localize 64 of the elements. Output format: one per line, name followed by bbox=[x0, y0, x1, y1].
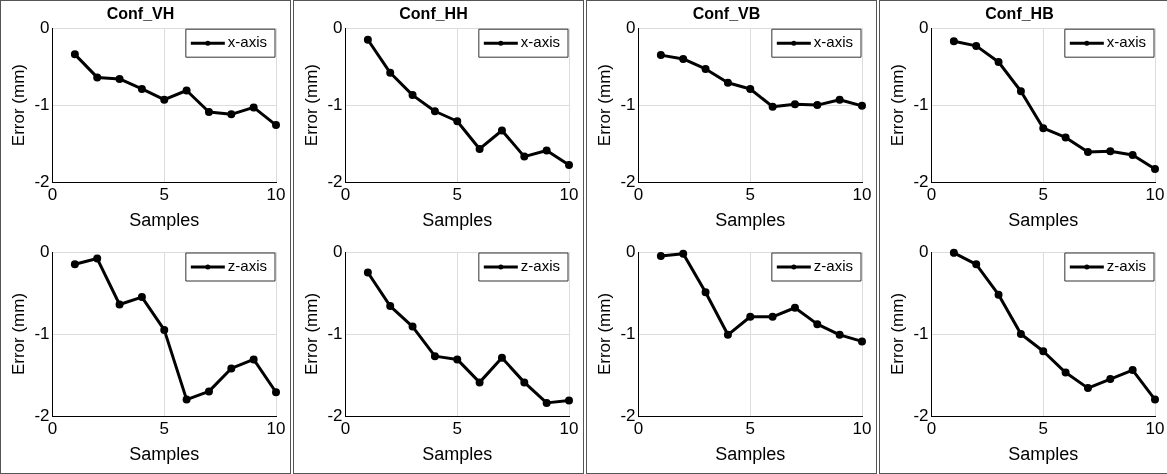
x-tick-label: 10 bbox=[852, 184, 872, 204]
y-axis-title: Error (mm) bbox=[594, 64, 614, 147]
x-tick-label: 10 bbox=[559, 184, 579, 204]
y-tick-label: -2 bbox=[620, 405, 636, 425]
y-tick-label: -2 bbox=[327, 171, 343, 191]
y-tick-label: -2 bbox=[34, 171, 50, 191]
chart-title: Conf_HB bbox=[985, 5, 1054, 23]
y-tick-label: 0 bbox=[919, 241, 929, 261]
x-tick-label: 10 bbox=[266, 418, 286, 438]
x-axis-title: Samples bbox=[715, 444, 786, 465]
y-tick-label: -2 bbox=[620, 171, 636, 191]
x-tick-label: 5 bbox=[1038, 418, 1048, 438]
x-tick-label: 5 bbox=[745, 418, 755, 438]
x-tick-label: 5 bbox=[452, 184, 462, 204]
y-axis-title: Error (mm) bbox=[887, 292, 907, 376]
legend-label: x-axis bbox=[1106, 33, 1146, 51]
y-tick-label: -1 bbox=[620, 94, 636, 114]
legend-label: x-axis bbox=[227, 33, 267, 51]
y-tick-label: 0 bbox=[626, 17, 636, 37]
y-tick-label: -1 bbox=[34, 94, 50, 114]
y-tick-label: 0 bbox=[919, 17, 929, 37]
x-axis-title: Samples bbox=[1008, 444, 1079, 465]
legend-label: x-axis bbox=[520, 33, 560, 51]
y-tick-label: -2 bbox=[34, 405, 50, 425]
x-tick-label: 10 bbox=[559, 418, 579, 438]
y-tick-label: -2 bbox=[327, 405, 343, 425]
y-tick-label: -2 bbox=[913, 171, 929, 191]
x-tick-label: 5 bbox=[1038, 184, 1048, 204]
y-axis-title: Error (mm) bbox=[887, 64, 907, 147]
y-axis-title: Error (mm) bbox=[8, 292, 28, 376]
legend-label: x-axis bbox=[813, 33, 853, 51]
y-tick-label: 0 bbox=[40, 17, 50, 37]
x-tick-label: 5 bbox=[159, 418, 169, 438]
legend-label: z-axis bbox=[1106, 257, 1146, 275]
x-tick-label: 5 bbox=[745, 184, 755, 204]
chart-title: Conf_VB bbox=[692, 5, 761, 23]
y-tick-label: -1 bbox=[327, 323, 343, 343]
y-axis-title: Error (mm) bbox=[594, 292, 614, 376]
chart-title: Conf_VH bbox=[106, 5, 175, 23]
x-tick-label: 10 bbox=[266, 184, 286, 204]
y-tick-label: 0 bbox=[333, 17, 343, 37]
legend-label: z-axis bbox=[227, 257, 267, 275]
y-tick-label: 0 bbox=[40, 241, 50, 261]
x-axis-title: Samples bbox=[422, 444, 493, 465]
y-axis-title: Error (mm) bbox=[301, 64, 321, 147]
y-tick-label: -1 bbox=[620, 323, 636, 343]
y-tick-label: -1 bbox=[913, 94, 929, 114]
y-tick-label: -2 bbox=[913, 405, 929, 425]
x-axis-title: Samples bbox=[129, 444, 200, 465]
y-tick-label: -1 bbox=[34, 323, 50, 343]
y-tick-label: -1 bbox=[327, 94, 343, 114]
legend-label: z-axis bbox=[813, 257, 853, 275]
x-tick-label: 5 bbox=[452, 418, 462, 438]
legend-label: z-axis bbox=[520, 257, 560, 275]
y-axis-title: Error (mm) bbox=[301, 292, 321, 376]
y-tick-label: -1 bbox=[913, 323, 929, 343]
x-tick-label: 5 bbox=[159, 184, 169, 204]
y-tick-label: 0 bbox=[333, 241, 343, 261]
chart-title: Conf_HH bbox=[399, 5, 468, 23]
x-tick-label: 10 bbox=[1145, 184, 1165, 204]
y-axis-title: Error (mm) bbox=[8, 64, 28, 147]
x-tick-label: 10 bbox=[1145, 418, 1165, 438]
y-tick-label: 0 bbox=[626, 241, 636, 261]
x-tick-label: 10 bbox=[852, 418, 872, 438]
